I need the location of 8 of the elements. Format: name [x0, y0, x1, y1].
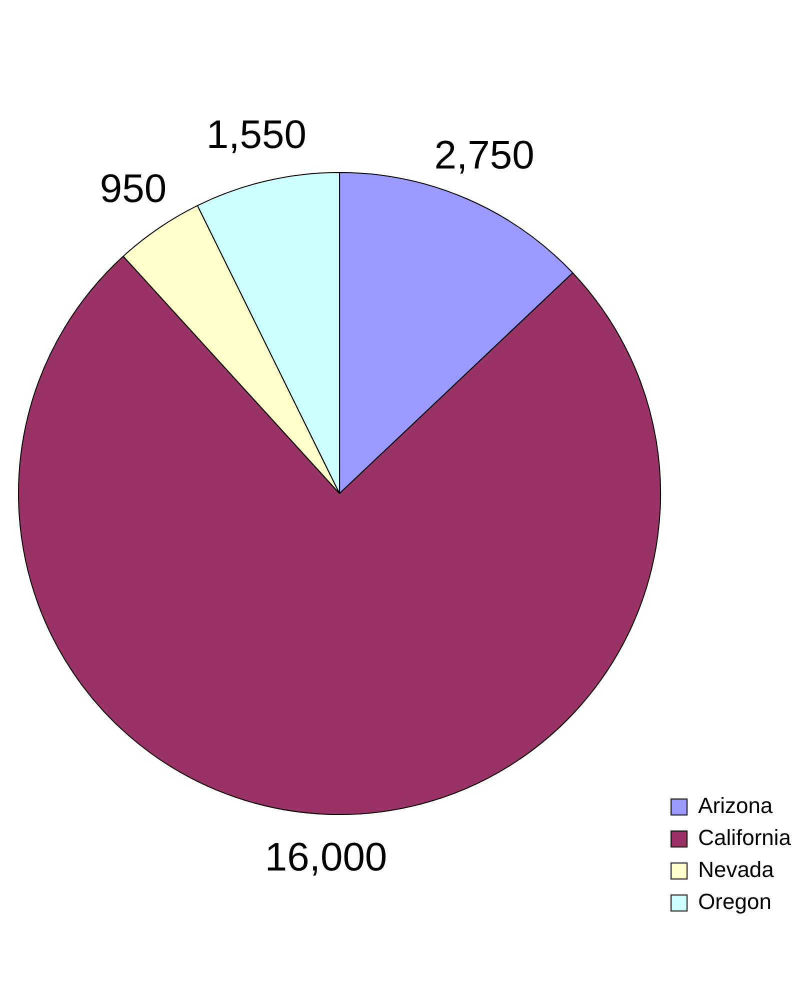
data-label: 2,750 — [434, 133, 534, 178]
legend-label: California — [698, 825, 792, 850]
legend-label: Nevada — [698, 857, 775, 882]
legend-label: Oregon — [698, 889, 772, 914]
data-label: 950 — [100, 167, 167, 212]
data-label: 1,550 — [206, 113, 306, 158]
legend-label: Arizona — [698, 793, 774, 818]
data-label: 16,000 — [264, 835, 388, 880]
